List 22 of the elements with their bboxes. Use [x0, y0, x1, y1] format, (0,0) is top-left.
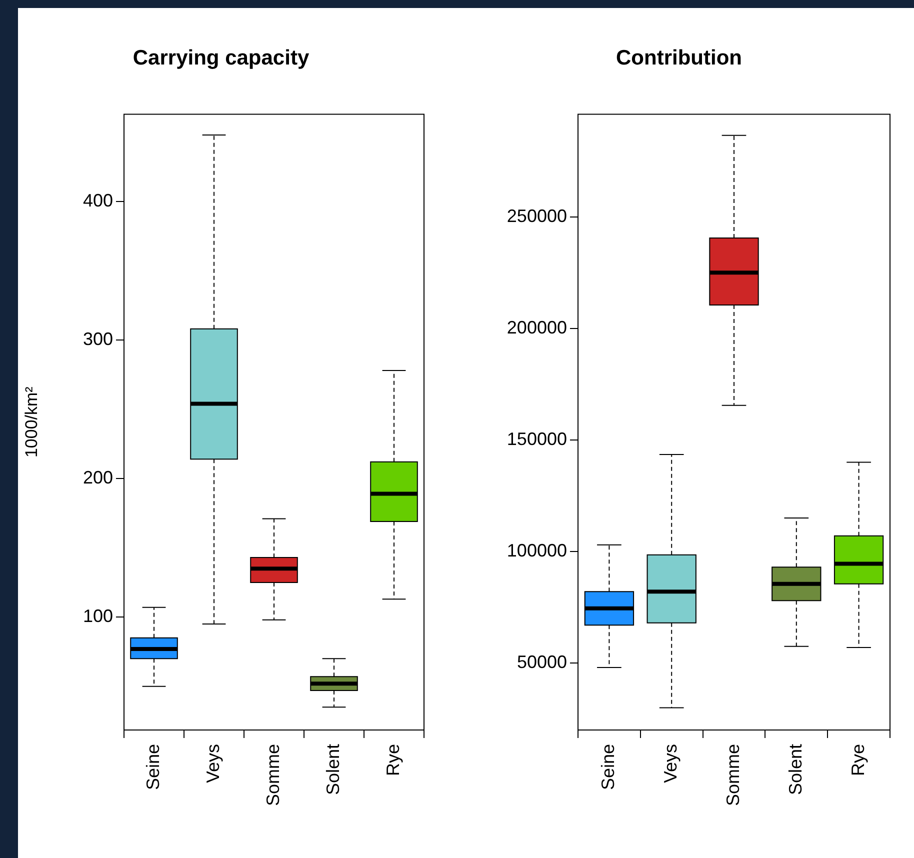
y-tick-label: 150000 — [506, 428, 567, 449]
x-tick-label: Somme — [722, 744, 743, 806]
x-tick-label: Rye — [848, 744, 868, 776]
x-tick-label: Veys — [202, 744, 223, 784]
y-tick-label: 50000 — [516, 652, 567, 672]
y-tick-label: 250000 — [506, 206, 567, 226]
y-tick-label: 400 — [82, 190, 113, 210]
x-tick-label: Somme — [262, 744, 283, 806]
x-tick-label: Seine — [142, 744, 163, 790]
x-tick-label: Solent — [322, 744, 343, 796]
x-tick-label: Solent — [785, 744, 806, 796]
y-tick-label: 300 — [82, 328, 113, 349]
chart-title: Carrying capacity — [132, 46, 310, 70]
x-tick-label: Veys — [660, 744, 681, 784]
y-axis-title: 1000/km² — [22, 386, 41, 458]
x-tick-label: Rye — [382, 744, 403, 776]
chart-title: Contribution — [616, 46, 742, 70]
x-tick-label: Seine — [598, 744, 618, 790]
y-tick-label: 200000 — [506, 317, 567, 338]
y-tick-label: 100000 — [506, 540, 567, 560]
y-tick-label: 200 — [82, 468, 113, 488]
y-tick-label: 100 — [82, 606, 113, 626]
